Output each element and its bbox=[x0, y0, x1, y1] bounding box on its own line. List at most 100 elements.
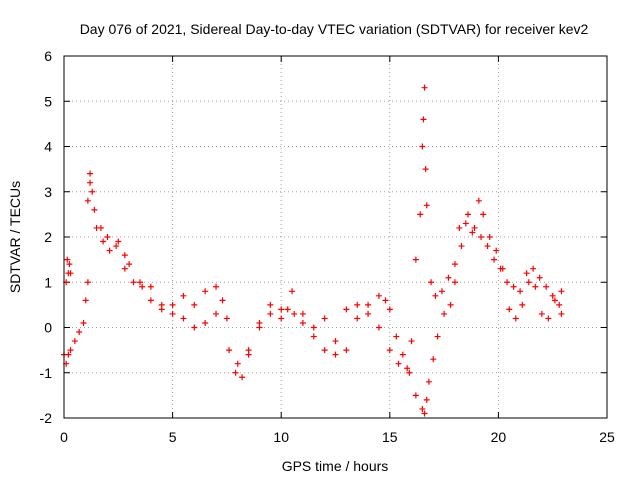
data-point bbox=[310, 324, 317, 331]
data-point bbox=[113, 243, 120, 250]
data-point bbox=[76, 329, 83, 336]
data-point bbox=[89, 188, 96, 195]
data-point bbox=[84, 279, 91, 286]
data-point bbox=[469, 229, 476, 236]
data-point bbox=[556, 301, 563, 308]
data-point bbox=[428, 279, 435, 286]
y-tick-label: -2 bbox=[40, 410, 53, 426]
data-point bbox=[558, 310, 565, 317]
data-point bbox=[93, 224, 100, 231]
y-axis-label: SDTVAR / TECUs bbox=[7, 181, 23, 293]
data-point bbox=[532, 283, 539, 290]
data-point bbox=[354, 301, 361, 308]
data-point bbox=[451, 261, 458, 268]
data-point bbox=[256, 324, 263, 331]
data-point bbox=[299, 319, 306, 326]
data-point bbox=[543, 283, 550, 290]
data-point bbox=[321, 315, 328, 322]
data-point bbox=[310, 333, 317, 340]
data-point bbox=[139, 283, 146, 290]
data-point bbox=[499, 265, 506, 272]
y-tick-label: 4 bbox=[44, 139, 52, 155]
data-point bbox=[169, 310, 176, 317]
plot-frame bbox=[63, 55, 608, 419]
data-point bbox=[493, 247, 500, 254]
data-point bbox=[504, 279, 511, 286]
data-point bbox=[423, 202, 430, 209]
data-point bbox=[421, 84, 428, 91]
data-point bbox=[365, 301, 372, 308]
data-point bbox=[219, 297, 226, 304]
data-point bbox=[478, 234, 485, 240]
data-point bbox=[412, 392, 419, 399]
data-point bbox=[538, 310, 545, 317]
data-point bbox=[445, 274, 452, 281]
data-point bbox=[512, 315, 519, 322]
data-point bbox=[91, 206, 98, 213]
data-point bbox=[354, 315, 361, 322]
data-point bbox=[517, 288, 524, 295]
data-point bbox=[425, 378, 432, 385]
data-point bbox=[395, 360, 402, 367]
data-point bbox=[147, 283, 154, 290]
data-point bbox=[343, 306, 350, 313]
data-point bbox=[399, 351, 406, 358]
data-point bbox=[417, 211, 424, 218]
data-point bbox=[438, 288, 445, 295]
data-point bbox=[67, 347, 74, 354]
data-point bbox=[121, 252, 128, 259]
data-point bbox=[67, 270, 74, 277]
data-point bbox=[462, 220, 469, 227]
data-point bbox=[432, 292, 439, 299]
data-point bbox=[321, 347, 328, 354]
data-point bbox=[64, 256, 71, 263]
data-point bbox=[87, 179, 94, 186]
data-point bbox=[213, 310, 220, 317]
data-point bbox=[226, 347, 233, 354]
data-point bbox=[104, 234, 111, 240]
y-tick-label: 3 bbox=[44, 184, 52, 200]
data-point bbox=[278, 306, 285, 313]
data-point bbox=[549, 292, 556, 299]
data-point bbox=[475, 197, 482, 204]
data-point bbox=[519, 301, 526, 308]
data-point bbox=[332, 351, 339, 358]
data-point bbox=[480, 211, 487, 218]
data-point bbox=[343, 347, 350, 354]
data-point bbox=[130, 279, 137, 286]
data-point bbox=[245, 351, 252, 358]
data-point bbox=[419, 143, 426, 150]
data-point bbox=[84, 197, 91, 204]
data-point bbox=[412, 256, 419, 263]
data-point bbox=[137, 279, 144, 286]
y-tick-label: 2 bbox=[44, 229, 52, 245]
data-point bbox=[458, 243, 465, 250]
data-point bbox=[299, 310, 306, 317]
data-point bbox=[267, 301, 274, 308]
data-point bbox=[447, 301, 454, 308]
x-tick-label: 20 bbox=[491, 429, 507, 445]
data-point bbox=[404, 365, 411, 372]
data-point bbox=[536, 274, 543, 281]
data-point bbox=[430, 356, 437, 363]
data-point bbox=[434, 333, 441, 340]
data-point bbox=[202, 288, 209, 295]
data-point bbox=[71, 338, 78, 345]
data-point bbox=[202, 319, 209, 326]
x-tick-label: 0 bbox=[60, 429, 68, 445]
data-point bbox=[551, 297, 558, 304]
data-point bbox=[451, 279, 458, 286]
data-point bbox=[545, 315, 552, 322]
chart-title: Day 076 of 2021, Sidereal Day-to-day VTE… bbox=[80, 21, 589, 37]
data-point bbox=[382, 297, 389, 304]
data-point bbox=[180, 315, 187, 322]
data-point bbox=[484, 243, 491, 250]
data-point bbox=[65, 351, 72, 358]
data-point bbox=[471, 224, 478, 231]
data-point bbox=[82, 297, 89, 304]
data-point bbox=[525, 279, 532, 286]
data-point bbox=[506, 306, 513, 313]
grid-lines bbox=[64, 56, 607, 418]
data-points bbox=[61, 84, 565, 417]
